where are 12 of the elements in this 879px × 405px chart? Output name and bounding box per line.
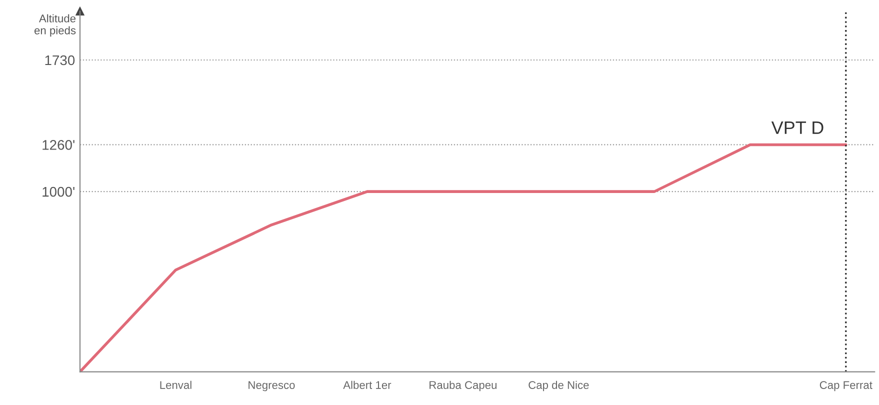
y-tick-label: 1260' [42,140,74,150]
x-tick-label: Negresco [248,381,295,392]
x-tick-label: Cap Ferrat [820,381,872,392]
y-axis-title: Altitude en pieds [34,14,76,37]
x-tick-label: Lenval [160,380,192,389]
y-tick-label: 1730 [45,55,75,66]
annotation: VPT D [771,121,824,134]
x-tick-label: Rauba Capeu [430,380,496,392]
line-series [80,143,848,372]
y-tick-label: 1000' [42,186,74,197]
x-tick-label: Cap de Nice [528,380,589,392]
x-tick-label: Albert 1er [343,380,392,389]
